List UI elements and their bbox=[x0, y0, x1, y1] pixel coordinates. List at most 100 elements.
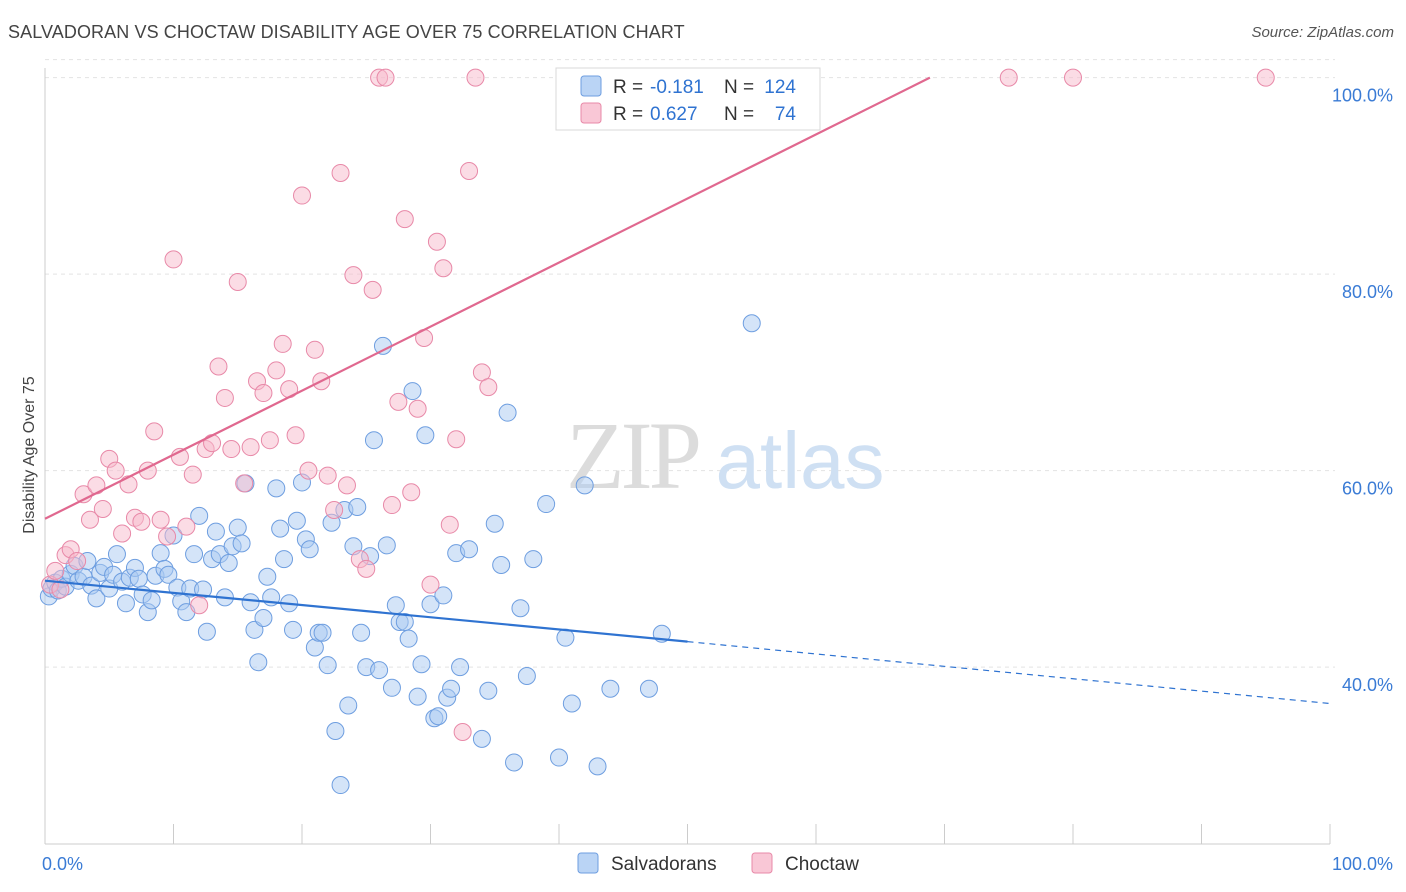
stats-r-label: R = bbox=[613, 77, 643, 98]
salvadoran-point bbox=[190, 506, 209, 525]
x-tick-label: 100.0% bbox=[1332, 854, 1393, 874]
salvadoran-point bbox=[408, 687, 427, 706]
choctaw-point bbox=[93, 499, 112, 518]
legend-label: Salvadorans bbox=[611, 854, 717, 875]
choctaw-point bbox=[402, 483, 421, 502]
choctaw-point bbox=[421, 575, 440, 594]
choctaw-point bbox=[325, 500, 344, 519]
salvadoran-point bbox=[159, 565, 178, 584]
stats-n-label: N = bbox=[724, 77, 754, 98]
y-tick-label: 40.0% bbox=[1342, 675, 1393, 695]
salvadoran-point bbox=[267, 479, 286, 498]
choctaw-point bbox=[158, 527, 177, 546]
choctaw-point bbox=[164, 250, 183, 269]
salvadoran-point bbox=[185, 545, 204, 564]
salvadoran-point bbox=[275, 550, 294, 569]
salvadoran-point bbox=[271, 519, 290, 538]
salvadoran-point bbox=[511, 599, 530, 618]
choctaw-point bbox=[260, 431, 279, 450]
choctaw-point bbox=[46, 561, 65, 580]
salvadoran-point bbox=[377, 536, 396, 555]
choctaw-point bbox=[215, 388, 234, 407]
choctaw-point bbox=[241, 438, 260, 457]
salvadoran-point bbox=[142, 591, 161, 610]
choctaw-point bbox=[305, 340, 324, 359]
salvadoran-point bbox=[313, 623, 332, 642]
salvadoran-point bbox=[206, 522, 225, 541]
choctaw-point bbox=[466, 68, 485, 87]
choctaw-point bbox=[434, 259, 453, 278]
salvadoran-point bbox=[434, 586, 453, 605]
choctaw-point bbox=[363, 280, 382, 299]
salvadoran-point bbox=[556, 628, 575, 647]
chart-title: SALVADORAN VS CHOCTAW DISABILITY AGE OVE… bbox=[8, 22, 685, 42]
salvadoran-point bbox=[412, 655, 431, 674]
choctaw-point bbox=[151, 510, 170, 529]
trend-lines bbox=[44, 76, 1331, 705]
stats-legend: R = -0.181 N = 124 R = 0.627 N = 74 bbox=[555, 67, 821, 131]
choctaw-point bbox=[344, 266, 363, 285]
salvadoran-point bbox=[249, 653, 268, 672]
salvadoran-point bbox=[517, 666, 536, 685]
choctaw-point bbox=[68, 552, 87, 571]
watermark: ZIP atlas bbox=[566, 402, 884, 509]
choctaw-point bbox=[331, 163, 350, 182]
salvadoran-point bbox=[364, 431, 383, 450]
choctaw-point bbox=[382, 496, 401, 515]
salvadoran-trend-extension bbox=[687, 641, 1331, 705]
choctaw-point bbox=[222, 440, 241, 459]
choctaw-point bbox=[337, 476, 356, 495]
salvadoran-point bbox=[492, 555, 511, 574]
choctaw-point bbox=[106, 461, 125, 480]
salvadoran-point bbox=[742, 314, 761, 333]
choctaw-point bbox=[389, 392, 408, 411]
salvadoran-point bbox=[197, 622, 216, 641]
salvadoran-point bbox=[348, 498, 367, 517]
legend-label: Choctaw bbox=[785, 854, 859, 875]
salvadoran-point bbox=[639, 679, 658, 698]
salvadoran-point bbox=[284, 620, 303, 639]
salvadoran-point bbox=[421, 595, 440, 614]
choctaw-point bbox=[1256, 68, 1275, 87]
choctaw-point bbox=[427, 232, 446, 251]
salvadoran-point bbox=[287, 511, 306, 530]
choctaw-point bbox=[51, 580, 70, 599]
x-tick-label: 0.0% bbox=[42, 854, 83, 874]
choctaw-point bbox=[145, 422, 164, 441]
choctaw-point bbox=[1064, 68, 1082, 87]
grid-lines bbox=[45, 59, 1335, 668]
stats-r-value: 0.627 bbox=[650, 104, 698, 125]
salvadoran-point bbox=[339, 696, 358, 715]
salvadoran-point bbox=[479, 681, 498, 700]
salvadoran-point bbox=[241, 593, 260, 612]
salvadoran-point bbox=[524, 550, 543, 569]
choctaw-point bbox=[209, 357, 228, 376]
salvadoran-point bbox=[382, 678, 401, 697]
choctaw-point bbox=[254, 384, 273, 403]
salvadoran-point bbox=[107, 545, 126, 564]
y-tick-labels: 100.0% 80.0% 60.0% 40.0% bbox=[1332, 86, 1393, 696]
salvadoran-point bbox=[442, 679, 461, 698]
salvadoran-point bbox=[331, 776, 350, 795]
choctaw-point bbox=[447, 430, 466, 449]
choctaw-point bbox=[190, 596, 209, 615]
salvadoran-point bbox=[254, 609, 273, 628]
legend-swatch bbox=[577, 852, 599, 874]
choctaw-point bbox=[395, 210, 414, 229]
salvadoran-point bbox=[386, 596, 405, 615]
salvadoran-point bbox=[300, 540, 319, 559]
salvadoran-point bbox=[460, 540, 479, 559]
y-tick-label: 100.0% bbox=[1332, 86, 1393, 106]
salvadoran-point bbox=[373, 336, 392, 355]
salvadoran-point bbox=[399, 629, 418, 648]
salvadoran-point bbox=[219, 554, 238, 573]
salvadoran-point bbox=[429, 707, 448, 726]
choctaw-point bbox=[357, 559, 376, 578]
choctaw-point bbox=[235, 474, 254, 493]
choctaw-point bbox=[293, 186, 311, 205]
salvadoran-point bbox=[601, 679, 620, 698]
series-legend: Salvadorans Choctaw bbox=[577, 852, 859, 875]
salvadoran-point bbox=[416, 426, 435, 445]
data-points bbox=[39, 68, 1275, 795]
salvadoran-point bbox=[505, 753, 524, 772]
